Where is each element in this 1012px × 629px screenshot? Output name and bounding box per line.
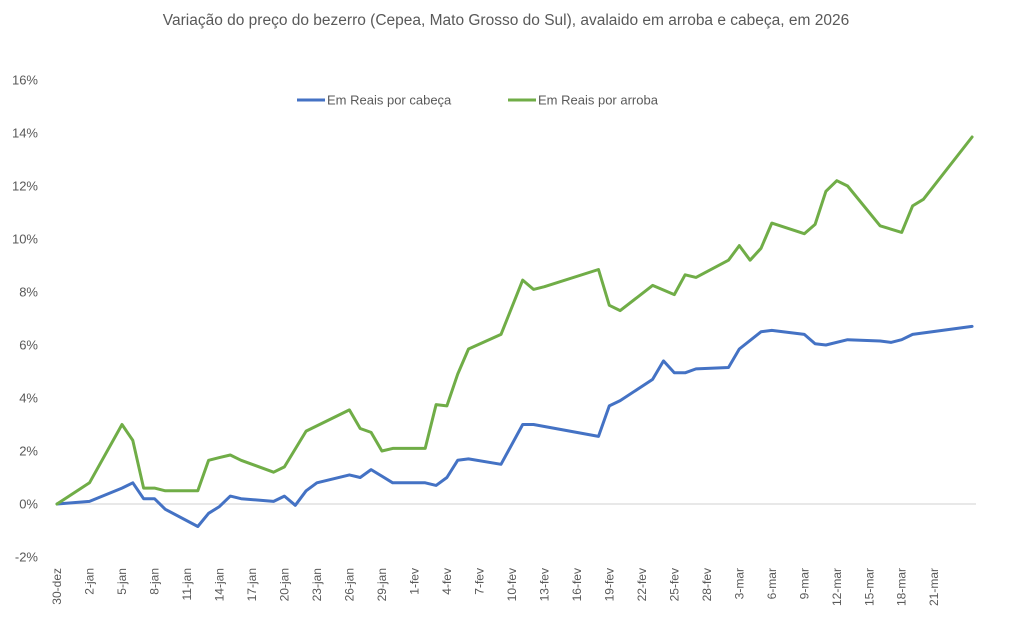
x-tick-label: 2-jan (82, 568, 96, 595)
x-tick-label: 28-fev (700, 568, 714, 601)
x-tick-label: 23-jan (310, 568, 324, 601)
y-tick-label: 8% (19, 285, 38, 300)
legend: Em Reais por cabeça Em Reais por arroba (297, 93, 659, 108)
chart-title: Variação do preço do bezerro (Cepea, Mat… (162, 12, 850, 29)
y-tick-label: 16% (12, 73, 38, 88)
x-tick-label: 30-dez (50, 568, 64, 605)
x-tick-label: 22-fev (635, 568, 649, 601)
legend-label: Em Reais por cabeça (327, 93, 452, 108)
y-tick-label: -2% (15, 550, 39, 565)
x-tick-label: 16-fev (570, 568, 584, 601)
y-tick-label: 10% (12, 232, 38, 247)
series-layer (55, 135, 974, 528)
series-line-arroba (55, 135, 974, 506)
x-tick-label: 7-fev (472, 568, 486, 595)
x-tick-label: 8-jan (147, 568, 161, 595)
x-tick-label: 11-jan (180, 568, 194, 600)
x-tick-label: 10-fev (505, 568, 519, 601)
legend-label: Em Reais por arroba (538, 93, 659, 108)
x-tick-label: 21-mar (927, 568, 941, 606)
x-tick-label: 12-mar (830, 568, 844, 606)
x-tick-label: 13-fev (537, 568, 551, 601)
y-tick-label: 0% (19, 497, 38, 512)
x-tick-label: 5-jan (115, 568, 129, 595)
x-tick-label: 9-mar (797, 568, 811, 599)
x-tick-label: 4-fev (440, 568, 454, 595)
x-tick-label: 19-fev (602, 568, 616, 601)
x-tick-label: 26-jan (342, 568, 356, 601)
x-tick-label: 15-mar (862, 568, 876, 606)
x-axis: 30-dez 2-jan 5-jan 8-jan 11-jan 14-jan 17-jan 2… (50, 568, 941, 606)
y-tick-label: 14% (12, 126, 38, 141)
y-tick-label: 6% (19, 338, 38, 353)
x-tick-label: 29-jan (375, 568, 389, 601)
series-line-cabeca (55, 324, 974, 528)
y-axis: 16% 14% 12% 10% 8% 6% 4% 2% 0% -2% (12, 73, 38, 565)
x-tick-label: 17-jan (245, 568, 259, 601)
legend-item-cabeca: Em Reais por cabeça (297, 93, 452, 108)
y-tick-label: 4% (19, 391, 38, 406)
legend-item-arroba: Em Reais por arroba (508, 93, 659, 108)
x-tick-label: 25-fev (667, 568, 681, 601)
y-tick-label: 12% (12, 179, 38, 194)
x-tick-label: 6-mar (765, 568, 779, 599)
x-tick-label: 3-mar (732, 568, 746, 599)
x-tick-label: 20-jan (277, 568, 291, 601)
x-tick-label: 14-jan (212, 568, 226, 601)
y-tick-label: 2% (19, 444, 38, 459)
x-tick-label: 1-fev (407, 568, 421, 595)
x-tick-label: 18-mar (895, 568, 909, 606)
